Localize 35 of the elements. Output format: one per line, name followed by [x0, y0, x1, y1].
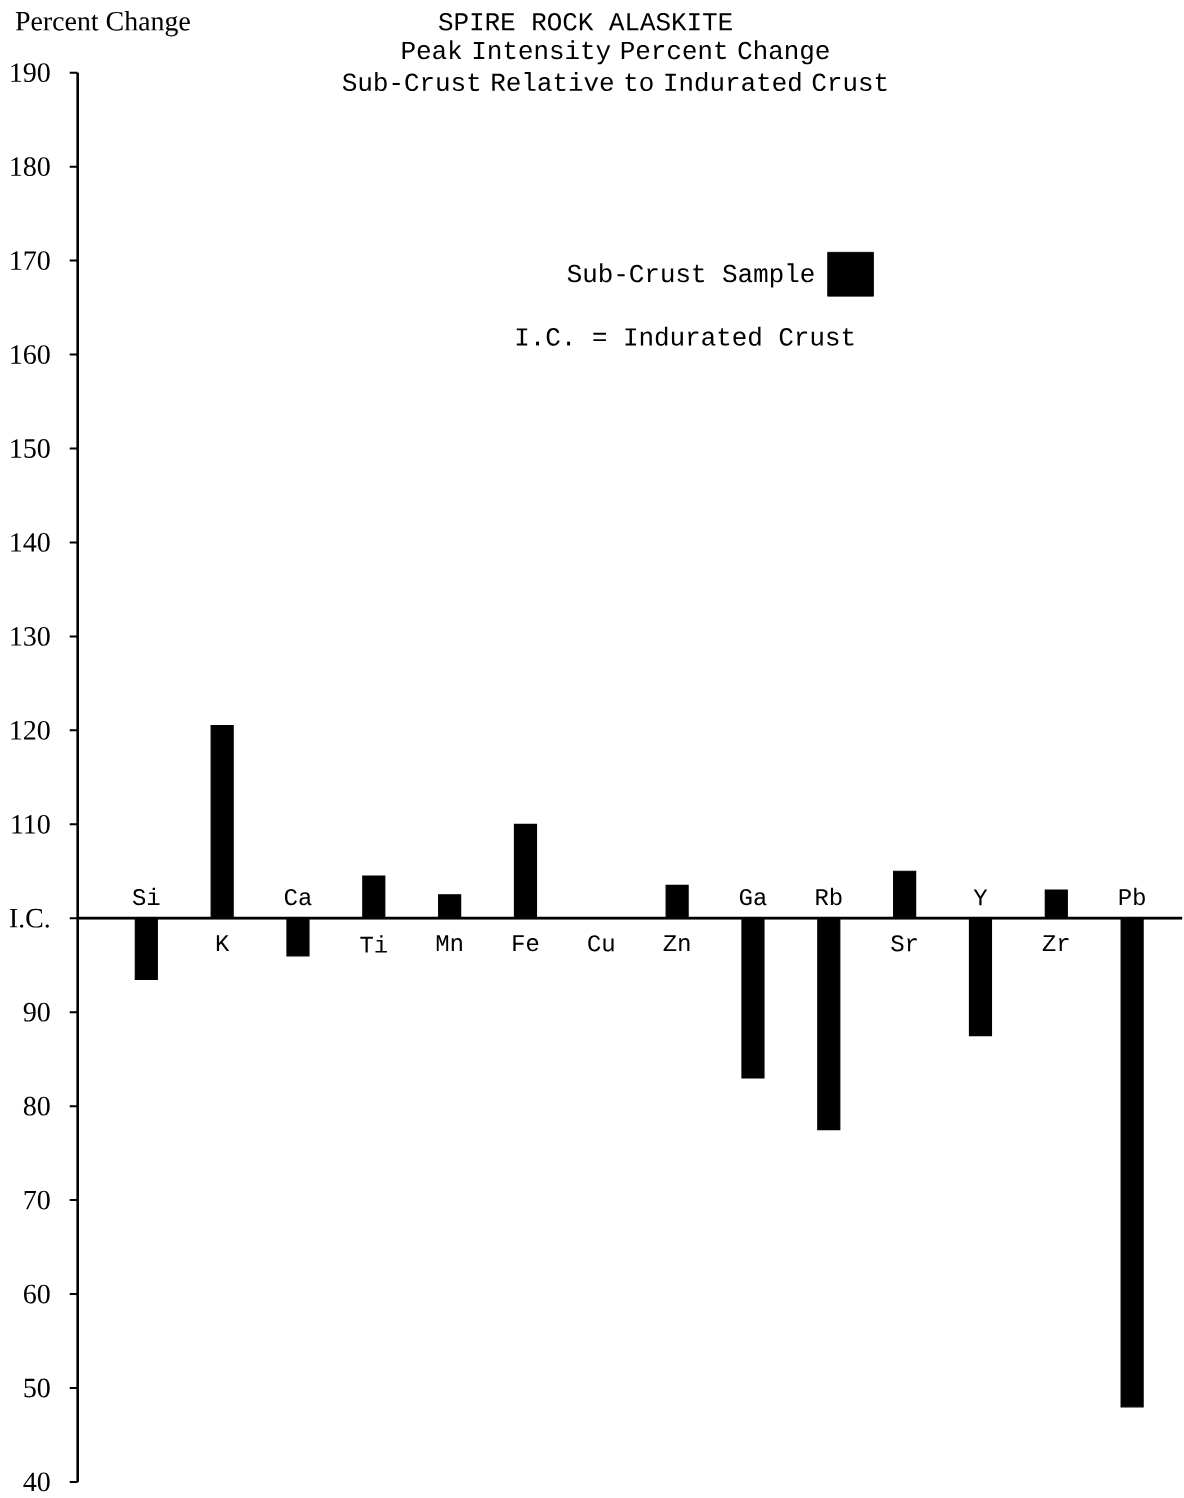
x-tick-label: Cu — [588, 935, 614, 952]
y-tick-label: 150 — [11, 439, 50, 458]
y-tick-label: 130 — [11, 626, 50, 646]
annotation: I.C. = Indurated Crust — [517, 326, 854, 346]
x-tick-label: K — [217, 935, 230, 951]
y-tick-label: 90 — [23, 1002, 50, 1022]
y-tick-label: 80 — [24, 1096, 50, 1116]
y-tick-label: 70 — [24, 1190, 50, 1210]
x-tick-label: Si — [133, 887, 160, 906]
x-tick-label: Zr — [1043, 935, 1069, 951]
y-tick-label: 40 — [23, 1472, 50, 1492]
y-axis-title: Percent Change — [16, 10, 191, 37]
y-tick-label: 60 — [24, 1284, 50, 1304]
x-tick-label: Zn — [663, 935, 690, 951]
x-tick-label: Y — [973, 889, 988, 906]
legend-label: Sub-Crust Sample — [567, 263, 814, 288]
chart-title: SPIRE ROCK ALASKITE — [439, 12, 733, 31]
y-tick-label: 120 — [11, 720, 50, 740]
x-tick-label: Ga — [740, 889, 767, 906]
x-tick-label: Rb — [816, 887, 842, 906]
y-tick-label: I.C. — [10, 908, 50, 928]
y-tick-label: 190 — [11, 63, 50, 83]
y-tick-label: 180 — [11, 157, 50, 177]
x-tick-label: Mn — [437, 935, 463, 951]
y-tick-label: 160 — [11, 345, 50, 364]
y-tick-label: 140 — [11, 533, 50, 552]
x-tick-label: Ca — [285, 889, 312, 906]
x-tick-label: Pb — [1119, 887, 1146, 906]
y-tick-label: 170 — [11, 251, 50, 271]
x-tick-label: Sr — [891, 935, 918, 952]
x-tick-label: Ti — [360, 935, 388, 953]
y-tick-label: 110 — [12, 814, 50, 834]
x-tick-label: Fe — [513, 935, 539, 952]
y-tick-label: 50 — [24, 1378, 50, 1398]
chart-subtitle: Peak Intensity Percent Change Sub-Crust Relative to Indurated Crust — [343, 40, 887, 92]
